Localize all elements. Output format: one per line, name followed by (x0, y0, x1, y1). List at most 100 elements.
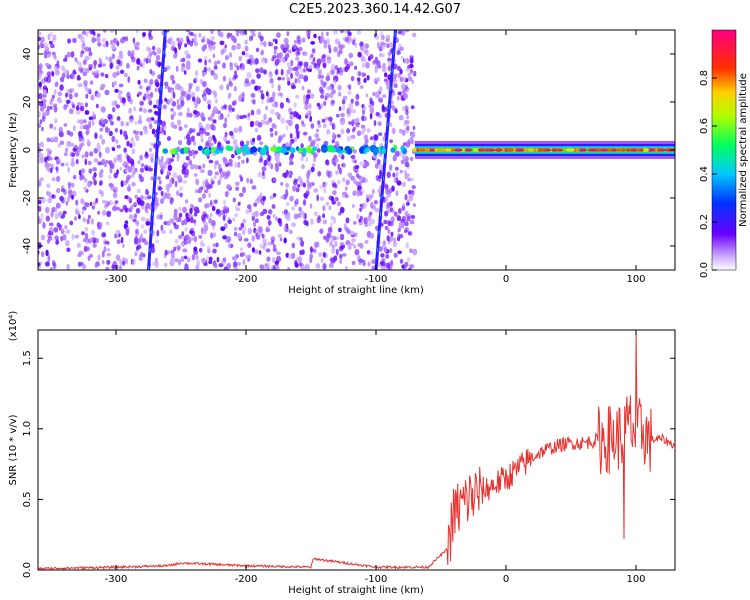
noise-speck (275, 39, 278, 45)
noise-speck (91, 111, 96, 118)
noise-speck (259, 35, 264, 42)
noise-speck (71, 194, 74, 200)
noise-speck (89, 253, 94, 258)
noise-speck (242, 259, 246, 266)
noise-speck (265, 248, 271, 253)
noise-speck (187, 107, 190, 114)
noise-speck (188, 160, 193, 166)
noise-speck (123, 72, 128, 78)
noise-speck (143, 196, 149, 200)
noise-speck (407, 72, 411, 78)
noise-speck (193, 33, 197, 38)
noise-speck (77, 83, 83, 88)
noise-speck (108, 174, 112, 180)
noise-speck (320, 79, 324, 85)
noise-speck (229, 130, 234, 136)
noise-speck (262, 208, 268, 215)
noise-speck (331, 89, 336, 95)
noise-speck (185, 199, 189, 204)
noise-speck (167, 164, 173, 171)
carrier-peak (444, 148, 449, 152)
noise-speck (404, 30, 410, 33)
noise-speck (62, 210, 67, 215)
noise-speck (322, 54, 326, 59)
noise-speck (277, 76, 282, 81)
noise-speck (312, 152, 318, 159)
noise-speck (97, 63, 102, 68)
noise-speck (90, 80, 94, 85)
noise-speck (342, 104, 346, 112)
noise-speck (413, 250, 417, 256)
noise-speck (124, 164, 129, 169)
noise-speck (228, 158, 233, 165)
noise-speck (101, 63, 107, 67)
noise-speck (233, 231, 238, 237)
noise-speck (253, 249, 259, 255)
noise-speck (321, 57, 325, 64)
noise-speck (295, 112, 300, 119)
noise-speck (353, 221, 357, 225)
noise-speck (41, 115, 46, 123)
noise-speck (269, 127, 274, 132)
noise-speck (170, 108, 175, 112)
noise-speck (309, 203, 313, 209)
noise-speck (93, 179, 97, 186)
noise-speck (273, 45, 278, 51)
noise-speck (189, 236, 194, 241)
noise-speck (83, 177, 88, 183)
noise-speck (256, 134, 262, 141)
noise-speck (173, 53, 178, 59)
noise-speck (330, 69, 335, 75)
noise-speck (403, 169, 408, 175)
noise-speck (397, 250, 402, 255)
noise-speck (40, 213, 44, 218)
noise-speck (111, 147, 116, 151)
noise-speck (127, 76, 131, 83)
noise-speck (206, 99, 212, 106)
noise-speck (286, 69, 291, 75)
noise-speck (110, 30, 115, 33)
noise-speck (143, 229, 147, 234)
noise-speck (360, 205, 364, 210)
noise-speck (250, 109, 255, 116)
noise-speck (92, 237, 97, 242)
noise-speck (258, 250, 262, 255)
noise-speck (94, 264, 98, 268)
noise-speck (373, 77, 378, 84)
noise-speck (175, 65, 179, 72)
noise-speck (195, 85, 200, 92)
noise-speck (362, 58, 367, 63)
noise-speck (51, 194, 56, 199)
noise-speck (105, 146, 110, 154)
noise-speck (362, 62, 365, 68)
noise-speck (88, 66, 93, 71)
noise-speck (222, 75, 227, 82)
noise-speck (364, 239, 369, 244)
noise-speck (167, 99, 171, 106)
noise-speck (92, 31, 96, 36)
noise-speck (173, 213, 178, 220)
noise-speck (385, 38, 390, 43)
noise-speck (140, 194, 144, 201)
noise-speck (316, 137, 321, 142)
noise-speck (182, 206, 187, 214)
noise-speck (214, 98, 218, 104)
noise-speck (62, 58, 68, 62)
noise-speck (377, 132, 383, 137)
noise-speck (357, 51, 362, 58)
noise-speck (341, 99, 346, 105)
noise-speck (205, 131, 210, 136)
noise-speck (199, 130, 203, 135)
noise-speck (250, 79, 256, 85)
noise-speck (169, 178, 173, 185)
noise-speck (322, 213, 326, 219)
noise-speck (232, 197, 236, 203)
noise-speck (237, 161, 241, 168)
noise-speck (134, 240, 139, 245)
noise-speck (300, 155, 304, 162)
noise-speck (112, 100, 118, 106)
noise-speck (127, 196, 131, 202)
y-tick-label: 1.0 (22, 421, 33, 437)
noise-speck (170, 40, 176, 47)
noise-speck (251, 32, 256, 37)
